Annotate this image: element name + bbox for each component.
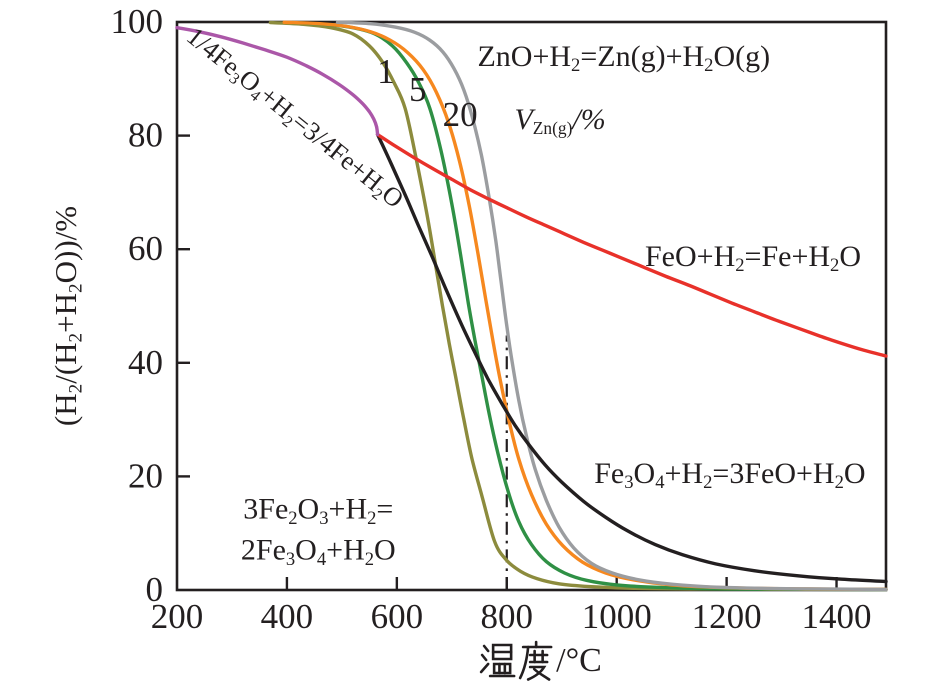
curve-zno-v1 [268, 20, 888, 592]
plot-border [175, 20, 888, 592]
curve-fe3o4-feo [375, 132, 888, 584]
curve-feo-fe [375, 132, 888, 358]
y-tick-label: 80 [128, 116, 163, 155]
curve-label-20: 20 [442, 95, 478, 135]
fe2o3-equation-line1: 3Fe2O3+H2= [243, 492, 394, 529]
fe2o3-equation-line2: 2Fe3O4+H2O [240, 533, 396, 570]
x-tick-label: 1400 [802, 597, 872, 636]
feo-equation-label: FeO+H2=Fe+H2O [644, 240, 862, 277]
curve-zno-rightmost [335, 20, 888, 592]
fe2o3-equation-label: 3Fe2O3+H2= 2Fe3O4+H2O [241, 488, 396, 571]
fe3o4-equation-label: Fe3O4+H2=3FeO+H2O [594, 456, 866, 493]
y-tick-label: 0 [146, 570, 164, 609]
y-tick-label: 20 [128, 456, 163, 495]
y-axis-title: (H2/(H2+H2O))/% [48, 205, 87, 427]
x-axis-title: /°C [478, 640, 602, 682]
x-tick-label: 1000 [582, 597, 652, 636]
curve-label-5: 5 [408, 70, 427, 110]
x-axis-unit: /°C [556, 642, 602, 679]
x-tick-label: 200 [151, 597, 204, 636]
curve-zno-v5 [290, 20, 888, 592]
y-tick-label: 40 [128, 343, 163, 382]
v-zn-percent-label: VZn(g)/% [514, 103, 606, 139]
curve-fe3o4-fe [175, 26, 380, 137]
x-tick-label: 1200 [692, 597, 762, 636]
cjk-char-du [518, 640, 553, 681]
zno-equation-label: ZnO+H2=Zn(g)+H2O(g) [477, 40, 771, 77]
y-tick-label: 60 [128, 229, 163, 268]
x-tick-label: 400 [261, 597, 314, 636]
x-tick-label: 800 [481, 597, 534, 636]
curve-label-1: 1 [377, 52, 395, 91]
cjk-char-wen [479, 643, 516, 678]
x-tick-label: 600 [371, 597, 424, 636]
y-tick-label: 100 [111, 2, 164, 41]
